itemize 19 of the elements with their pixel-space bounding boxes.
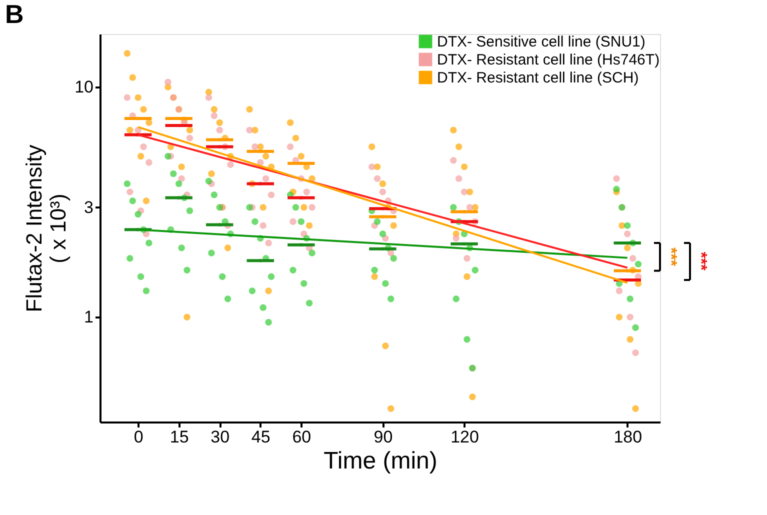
x-tick-label: 15 bbox=[170, 428, 189, 446]
text: *** bbox=[662, 247, 679, 267]
x-tick-label: 45 bbox=[251, 428, 270, 446]
y-axis-title: Flutax-2 Intensity ( x 10³) bbox=[22, 144, 71, 312]
text: *** bbox=[692, 252, 709, 272]
y-tick-label: 3 bbox=[84, 198, 94, 217]
x-tick-label: 90 bbox=[374, 428, 393, 446]
x-axis-title: Time (min) bbox=[324, 448, 438, 474]
x-tick-label: 120 bbox=[450, 428, 479, 446]
x-tick-label: 0 bbox=[134, 428, 144, 446]
x-tick-label: 60 bbox=[292, 428, 312, 446]
legend-label: DTX- Resistant cell line (Hs746T) bbox=[437, 52, 660, 68]
y-tick-label: 10 bbox=[74, 78, 94, 97]
x-tick-label: 30 bbox=[210, 428, 230, 446]
chart-title: B bbox=[5, 0, 24, 29]
legend-label: DTX- Resistant cell line (SCH) bbox=[437, 70, 639, 86]
y-tick-label: 1 bbox=[84, 308, 94, 327]
x-tick-label: 180 bbox=[614, 428, 642, 446]
legend-label: DTX- Sensitive cell line (SNU1) bbox=[437, 34, 646, 50]
